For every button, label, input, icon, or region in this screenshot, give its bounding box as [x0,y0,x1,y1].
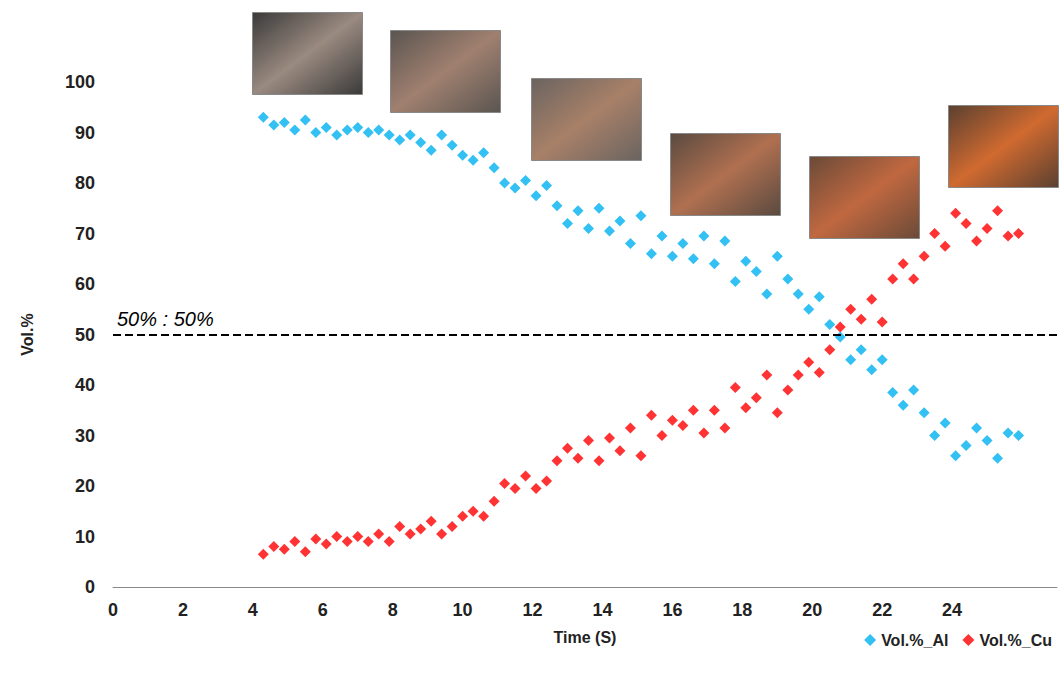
svg-text:Vol.%: Vol.% [19,313,36,355]
svg-text:24: 24 [942,600,962,620]
svg-text:8: 8 [388,600,398,620]
svg-text:60: 60 [75,274,95,294]
svg-text:50: 50 [75,325,95,345]
svg-text:80: 80 [75,173,95,193]
svg-text:50% : 50%: 50% : 50% [117,308,214,330]
svg-text:18: 18 [732,600,752,620]
svg-text:Time (S): Time (S) [554,629,617,646]
svg-text:14: 14 [592,600,612,620]
svg-text:12: 12 [523,600,543,620]
svg-text:6: 6 [318,600,328,620]
svg-text:4: 4 [248,600,258,620]
svg-text:10: 10 [453,600,473,620]
svg-text:Vol.%_Cu: Vol.%_Cu [979,632,1052,649]
svg-text:0: 0 [85,577,95,597]
svg-text:Vol.%_Al: Vol.%_Al [881,632,948,649]
svg-text:0: 0 [108,600,118,620]
svg-text:16: 16 [662,600,682,620]
svg-text:70: 70 [75,224,95,244]
svg-text:30: 30 [75,426,95,446]
svg-text:40: 40 [75,375,95,395]
svg-text:20: 20 [802,600,822,620]
svg-text:2: 2 [178,600,188,620]
svg-text:10: 10 [75,527,95,547]
svg-text:22: 22 [872,600,892,620]
svg-text:90: 90 [75,123,95,143]
svg-text:20: 20 [75,476,95,496]
svg-text:100: 100 [65,72,95,92]
